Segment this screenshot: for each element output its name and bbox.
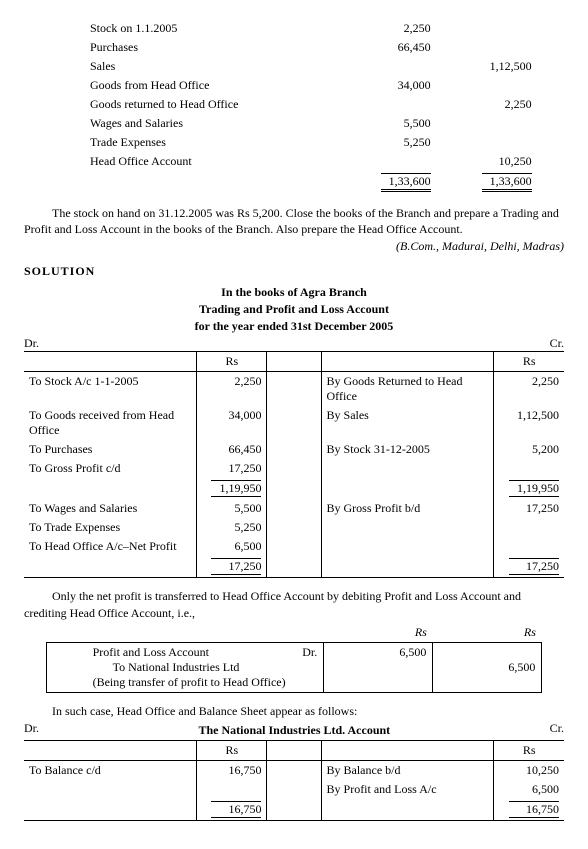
- journal-rs-1: Rs: [324, 623, 433, 643]
- note-1: Only the net profit is transferred to He…: [24, 588, 564, 620]
- tb-c2: [437, 39, 536, 56]
- journal-line1: Profit and Loss Account: [93, 645, 209, 659]
- ledger-credit-particular: By Balance b/d: [321, 760, 494, 780]
- tb-total-2: 1,33,600: [482, 173, 532, 192]
- tpl-title-1: In the books of Agra Branch: [24, 285, 564, 300]
- ledger-debit-particular: To Gross Profit c/d: [24, 459, 197, 478]
- ho-title: The National Industries Ltd. Account: [39, 723, 550, 738]
- ledger-credit-amount: 10,250: [494, 760, 564, 780]
- ledger-debit-particular: To Purchases: [24, 440, 197, 459]
- tb-c1: [336, 96, 435, 113]
- ledger-credit-amount: 6,500: [494, 780, 564, 799]
- note-2: In such case, Head Office and Balance Sh…: [24, 703, 564, 719]
- trading-pl-account: Rs Rs To Stock A/c 1-1-2005 2,250 By Goo…: [24, 351, 564, 578]
- tpl-title-3: for the year ended 31st December 2005: [24, 319, 564, 334]
- ledger-credit-amount: 17,250: [494, 499, 564, 518]
- ledger-debit-particular: To Stock A/c 1-1-2005: [24, 372, 197, 407]
- tb-c1: [336, 58, 435, 75]
- ledger-credit-particular: [321, 518, 494, 537]
- journal-cr-amt: 6,500: [508, 660, 535, 674]
- citation: (B.Com., Madurai, Delhi, Madras): [24, 239, 564, 254]
- tpl-total2c: 17,250: [509, 558, 559, 575]
- tb-c2: [437, 115, 536, 132]
- tb-c2: [437, 20, 536, 37]
- ledger-credit-amount: [494, 518, 564, 537]
- tb-c1: 66,450: [336, 39, 435, 56]
- ho-rs-d: Rs: [197, 740, 267, 760]
- ledger-debit-amount: [197, 780, 267, 799]
- tb-c1: 5,250: [336, 134, 435, 151]
- rs-head-d: Rs: [197, 352, 267, 372]
- ho-total-d: 16,750: [211, 801, 261, 818]
- solution-heading: SOLUTION: [24, 264, 564, 279]
- tb-label: Goods returned to Head Office: [86, 96, 334, 113]
- tb-label: Goods from Head Office: [86, 77, 334, 94]
- journal-line2: To National Industries Ltd: [53, 660, 318, 675]
- journal-dr-amt: 6,500: [324, 642, 433, 692]
- ho-dr: Dr.: [24, 721, 39, 740]
- ledger-debit-amount: 5,250: [197, 518, 267, 537]
- tb-c1: [336, 153, 435, 170]
- ledger-debit-amount: 34,000: [197, 406, 267, 440]
- ledger-debit-particular: To Balance c/d: [24, 760, 197, 780]
- tb-label: Purchases: [86, 39, 334, 56]
- ledger-credit-amount: [494, 459, 564, 478]
- ho-cr: Cr.: [550, 721, 564, 740]
- ledger-debit-amount: 2,250: [197, 372, 267, 407]
- journal-entry: Rs Rs Profit and Loss Account Dr. To Nat…: [46, 623, 543, 693]
- journal-rs-2: Rs: [433, 623, 542, 643]
- head-office-account: Rs Rs To Balance c/d 16,750 By Balance b…: [24, 740, 564, 821]
- ledger-debit-amount: 5,500: [197, 499, 267, 518]
- problem-text: The stock on hand on 31.12.2005 was Rs 5…: [24, 205, 564, 237]
- tb-c1: 5,500: [336, 115, 435, 132]
- tpl-total1d: 1,19,950: [211, 480, 261, 497]
- ledger-credit-particular: By Stock 31-12-2005: [321, 440, 494, 459]
- tb-c2: [437, 134, 536, 151]
- tb-label: Sales: [86, 58, 334, 75]
- ledger-debit-particular: To Wages and Salaries: [24, 499, 197, 518]
- ledger-debit-particular: To Goods received from Head Office: [24, 406, 197, 440]
- tpl-total1c: 1,19,950: [509, 480, 559, 497]
- ledger-credit-particular: By Goods Returned to Head Office: [321, 372, 494, 407]
- tpl-total2d: 17,250: [211, 558, 261, 575]
- tb-label: Head Office Account: [86, 153, 334, 170]
- ledger-debit-amount: 6,500: [197, 537, 267, 556]
- tb-c1: 34,000: [336, 77, 435, 94]
- ledger-credit-amount: [494, 537, 564, 556]
- ledger-debit-amount: 17,250: [197, 459, 267, 478]
- ho-total-c: 16,750: [509, 801, 559, 818]
- tb-c2: 10,250: [437, 153, 536, 170]
- ledger-debit-amount: 66,450: [197, 440, 267, 459]
- tb-label: Trade Expenses: [86, 134, 334, 151]
- tb-label: Stock on 1.1.2005: [86, 20, 334, 37]
- tb-c1: 2,250: [336, 20, 435, 37]
- tb-label: Wages and Salaries: [86, 115, 334, 132]
- ho-rs-c: Rs: [494, 740, 564, 760]
- tpl-dr: Dr.: [24, 336, 39, 351]
- tb-c2: 2,250: [437, 96, 536, 113]
- tb-c2: 1,12,500: [437, 58, 536, 75]
- journal-drmark: Dr.: [302, 645, 317, 660]
- ledger-credit-particular: By Sales: [321, 406, 494, 440]
- tpl-title-2: Trading and Profit and Loss Account: [24, 302, 564, 317]
- tpl-cr: Cr.: [550, 336, 564, 351]
- ledger-debit-amount: 16,750: [197, 760, 267, 780]
- ledger-credit-particular: By Gross Profit b/d: [321, 499, 494, 518]
- tb-c2: [437, 77, 536, 94]
- ledger-credit-particular: By Profit and Loss A/c: [321, 780, 494, 799]
- rs-head-c: Rs: [494, 352, 564, 372]
- ledger-credit-particular: [321, 459, 494, 478]
- ledger-debit-particular: To Head Office A/c–Net Profit: [24, 537, 197, 556]
- trial-balance-table: Stock on 1.1.2005 2,250 Purchases 66,450…: [84, 18, 538, 195]
- journal-narration: (Being transfer of profit to Head Office…: [53, 675, 318, 690]
- ledger-debit-particular: [24, 780, 197, 799]
- ledger-credit-amount: 5,200: [494, 440, 564, 459]
- ledger-debit-particular: To Trade Expenses: [24, 518, 197, 537]
- ledger-credit-amount: 2,250: [494, 372, 564, 407]
- ledger-credit-particular: [321, 537, 494, 556]
- tb-total-1: 1,33,600: [381, 173, 431, 192]
- ledger-credit-amount: 1,12,500: [494, 406, 564, 440]
